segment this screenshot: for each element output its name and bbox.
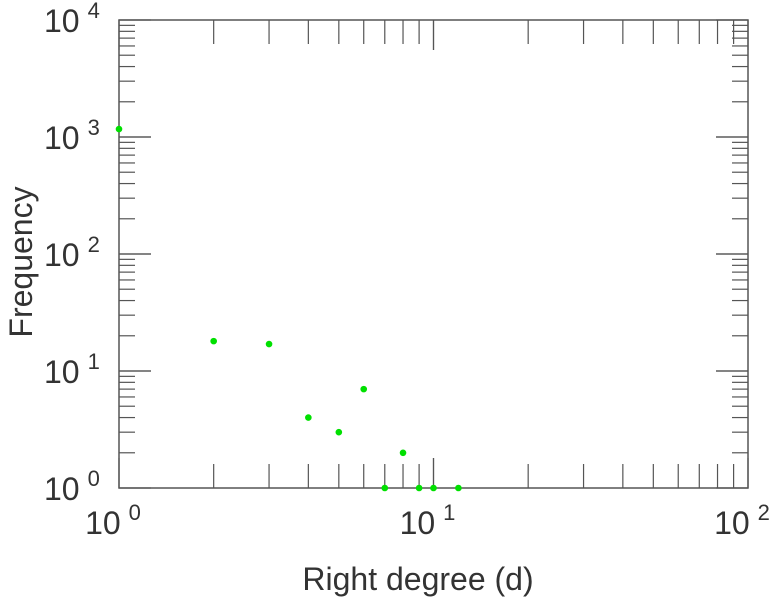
data-point bbox=[381, 484, 389, 492]
y-axis-label: Frequency bbox=[3, 186, 39, 337]
data-point bbox=[415, 484, 423, 492]
y-tick-label: 10 3 bbox=[44, 115, 100, 156]
data-point bbox=[455, 484, 462, 492]
axis-ticks bbox=[118, 19, 749, 489]
x-tick-label: 10 1 bbox=[400, 500, 456, 541]
plot-frame bbox=[118, 19, 749, 489]
data-points bbox=[115, 125, 462, 492]
data-point bbox=[210, 337, 217, 345]
data-point bbox=[430, 484, 437, 492]
y-tick-label: 10 2 bbox=[44, 232, 100, 273]
data-point bbox=[399, 449, 407, 457]
x-axis-label: Right degree (d) bbox=[302, 561, 533, 597]
x-tick-label: 10 0 bbox=[85, 500, 141, 541]
y-tick-label: 10 0 bbox=[44, 466, 100, 507]
data-point bbox=[305, 414, 312, 421]
data-point bbox=[335, 428, 343, 436]
data-point bbox=[360, 385, 368, 393]
y-tick-label: 10 4 bbox=[44, 0, 100, 39]
data-point bbox=[115, 125, 123, 133]
tick-labels: 10 0 10 1 10 2 10 0 10 1 10 2 10 3 10 4 bbox=[44, 0, 770, 541]
x-tick-label: 10 2 bbox=[714, 500, 770, 541]
y-tick-label: 10 1 bbox=[44, 349, 100, 390]
data-point bbox=[265, 340, 273, 348]
